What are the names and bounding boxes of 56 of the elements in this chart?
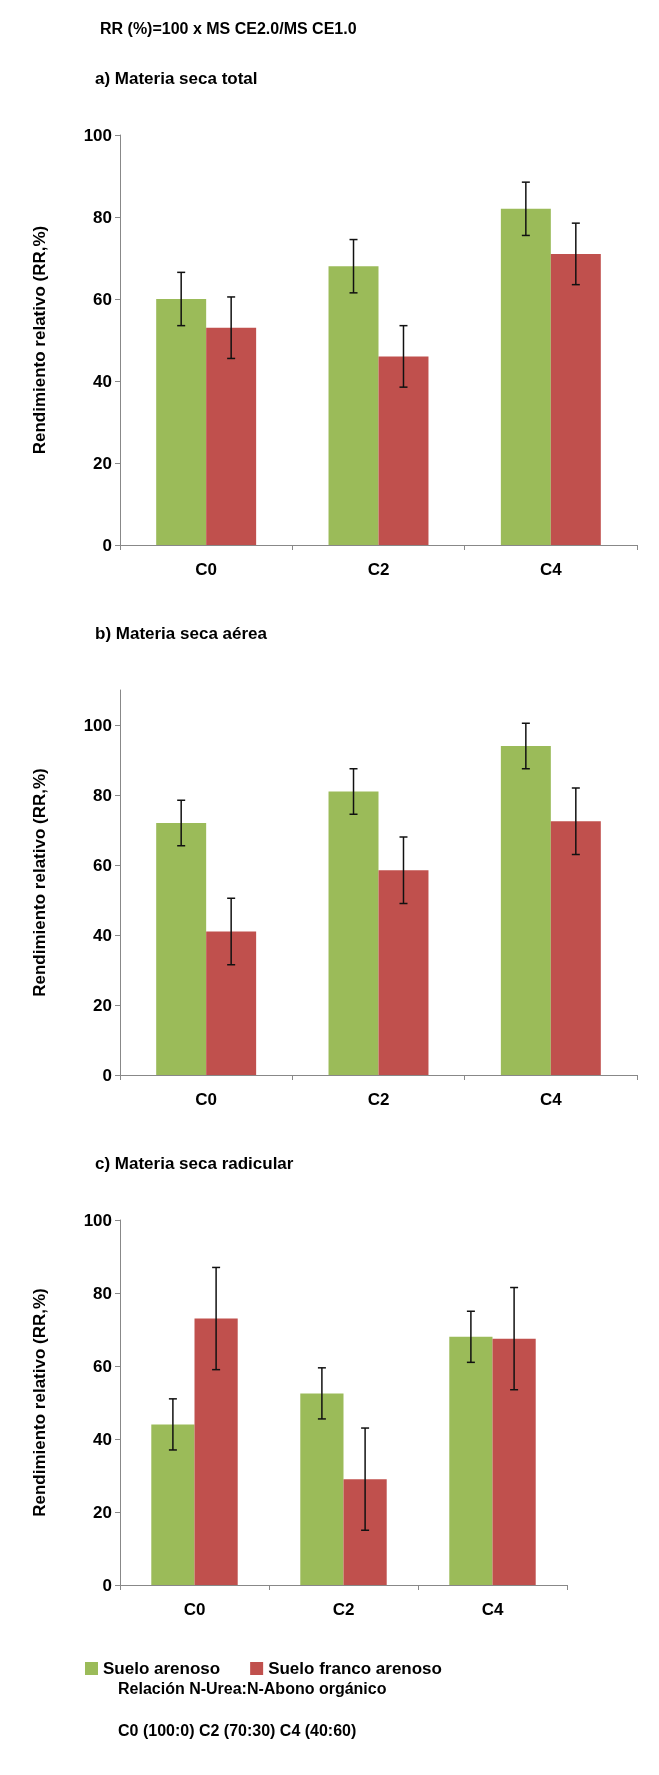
bar (343, 1479, 387, 1585)
bar (449, 1336, 493, 1585)
bar (151, 1424, 195, 1585)
bar (550, 821, 601, 1075)
y-axis-title: Rendimiento relativo (RR,%) (30, 768, 49, 997)
x-tick-label: C2 (367, 560, 390, 579)
bar (500, 208, 551, 545)
bar (206, 931, 257, 1075)
legend-label: Suelo arenoso (103, 1659, 221, 1678)
bar (156, 823, 207, 1075)
bar (328, 266, 379, 545)
y-tick-label: 20 (93, 995, 112, 1015)
chart-title: c) Materia seca radicular (95, 1154, 294, 1173)
y-axis-title: Rendimiento relativo (RR,%) (30, 1288, 49, 1517)
y-tick-label: 20 (93, 453, 112, 473)
bar (500, 746, 551, 1075)
y-tick-label: 40 (93, 1429, 112, 1449)
text: Relación N-Urea:N-Abono orgánico (118, 1679, 387, 1697)
x-tick-label: C2 (367, 1090, 390, 1109)
text: RR (%)=100 x MS CE2.0/MS CE1.0 (100, 19, 357, 37)
y-tick-label: 0 (102, 1065, 112, 1085)
x-tick-label: C2 (332, 1600, 355, 1619)
y-tick-label: 80 (93, 207, 112, 227)
y-tick-label: 20 (93, 1502, 112, 1522)
x-tick-label: C0 (195, 560, 218, 579)
y-axis-title: Rendimiento relativo (RR,%) (30, 225, 49, 455)
bar (328, 791, 379, 1075)
y-tick-label: 80 (93, 785, 112, 805)
y-tick-label: 0 (102, 535, 112, 555)
y-tick-label: 80 (93, 1283, 112, 1303)
bar (378, 356, 429, 545)
y-tick-label: 40 (93, 371, 112, 391)
bar (156, 299, 207, 545)
legend-label: Suelo franco arenoso (268, 1659, 442, 1678)
bar (206, 327, 257, 545)
x-tick-label: C4 (539, 560, 563, 579)
y-tick-label: 100 (83, 1210, 112, 1230)
y-tick-label: 60 (93, 855, 112, 875)
x-tick-label: C0 (195, 1090, 218, 1109)
bar (378, 870, 429, 1075)
chart-title: a) Materia seca total (95, 69, 258, 88)
y-tick-label: 100 (83, 125, 112, 145)
y-tick-label: 40 (93, 925, 112, 945)
bar (194, 1318, 238, 1585)
x-tick-label: C0 (183, 1600, 206, 1619)
bar (300, 1393, 344, 1585)
y-tick-label: 0 (102, 1575, 112, 1595)
bar (550, 253, 601, 545)
y-tick-label: 60 (93, 1356, 112, 1376)
y-tick-label: 100 (83, 715, 112, 735)
y-tick-label: 60 (93, 289, 112, 309)
text: C0 (100:0) C2 (70:30) C4 (40:60) (118, 1721, 357, 1739)
x-tick-label: C4 (481, 1600, 504, 1619)
x-tick-label: C4 (539, 1090, 563, 1109)
chart-title: b) Materia seca aérea (95, 624, 268, 643)
bar (492, 1338, 536, 1585)
